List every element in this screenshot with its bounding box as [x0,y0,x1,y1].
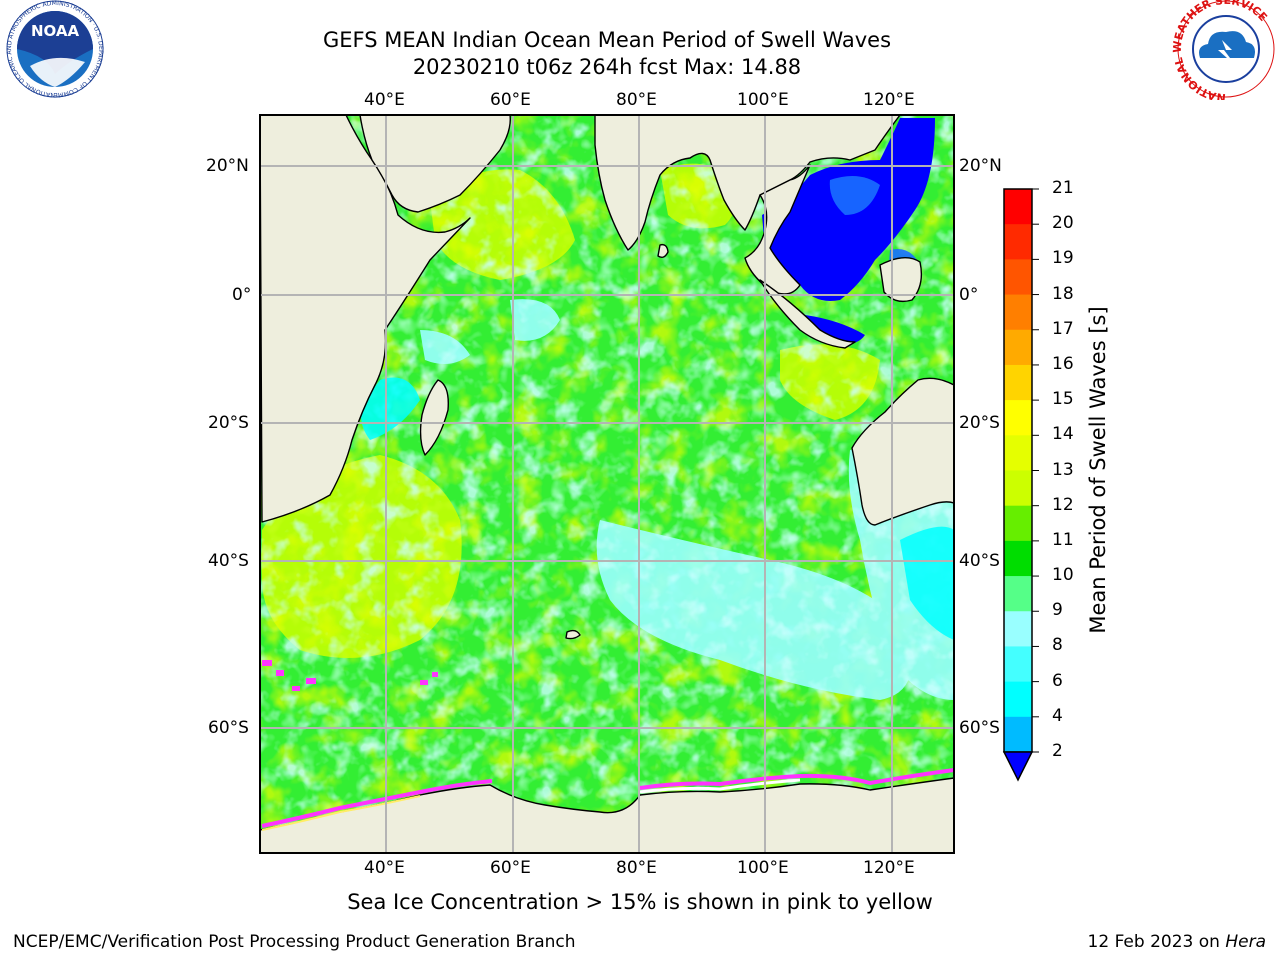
chart-title-line1: GEFS MEAN Indian Ocean Mean Period of Sw… [322,28,892,52]
colorbar-tick-label: 6 [1052,670,1063,691]
colorbar-tick-label: 4 [1052,705,1063,726]
nws-logo: NATIONAL WEATHER SERVICE [1172,0,1275,100]
lon-label-top: 40°E [364,90,405,110]
colorbar-segment [1004,505,1032,542]
lon-label-top: 120°E [863,90,915,110]
colorbar-segment [1004,364,1032,401]
lat-label-right: 0° [959,285,979,305]
colorbar-label: Mean Period of Swell Waves [s] [1086,306,1110,634]
colorbar-extend-triangle [1002,751,1034,782]
colorbar-tick-label: 8 [1052,635,1063,656]
colorbar [1004,189,1032,753]
colorbar-segment [1004,224,1032,260]
colorbar-tick-label: 21 [1052,178,1074,198]
colorbar-tick-label: 13 [1052,459,1074,480]
colorbar-tick-label: 16 [1052,353,1074,374]
chart-title-line2: 20230210 t06z 264h fcst Max: 14.88 [412,55,802,79]
lat-label-right: 20°S [959,413,1000,433]
lon-label-bottom: 120°E [863,858,915,878]
colorbar-segment [1004,294,1032,331]
colorbar-segment [1004,470,1032,507]
footer-credit: NCEP/EMC/Verification Post Processing Pr… [13,932,576,952]
land-australia [851,377,954,526]
footer-date: 12 Feb 2023 on Hera [1087,932,1266,952]
lat-label-right: 60°S [959,718,1000,738]
land-madagascar [419,379,449,456]
sea-ice-patches [262,660,438,691]
map-frame [259,114,955,854]
colorbar-ticks [1032,188,1039,753]
lat-label-left: 40°S [208,551,249,571]
colorbar-tick-label: 12 [1052,494,1074,515]
colorbar-tick-label: 20 [1052,213,1074,234]
lat-label-right: 20°N [959,156,1002,176]
lat-label-left: 60°S [208,718,249,738]
cyan-shelf-zones [361,377,954,640]
footer-machine: Hera [1225,932,1266,952]
colorbar-tick-label: 10 [1052,565,1074,586]
colorbar-tick-label: 17 [1052,318,1074,339]
gridlines [260,115,954,853]
colorbar-segment [1004,576,1032,612]
colorbar-segment [1004,259,1032,296]
land-arabia [359,115,511,213]
lon-label-top: 100°E [737,90,789,110]
colorbar-tick-label: 2 [1052,741,1063,761]
lat-label-left: 0° [232,285,252,305]
colorbar-tick-label: 18 [1052,283,1074,304]
colorbar-segment [1004,716,1032,753]
lat-label-left: 20°N [206,156,249,176]
land-borneo [879,257,923,303]
lon-label-top: 60°E [490,90,531,110]
colorbar-segment [1004,540,1032,577]
colorbar-segment [1004,611,1032,647]
colorbar-tick-label: 9 [1052,600,1063,621]
colorbar-tick-label: 15 [1052,389,1074,410]
colorbar-tick-label: 19 [1052,248,1074,269]
lon-label-top: 80°E [616,90,657,110]
land-malay [744,164,811,295]
colorbar-tick-label: 14 [1052,424,1074,445]
lon-label-bottom: 100°E [737,858,789,878]
lat-label-left: 20°S [208,413,249,433]
colorbar-segment [1004,400,1032,436]
sea-ice-note: Sea Ice Concentration > 15% is shown in … [347,890,933,914]
land-sumatra [759,279,856,349]
noaa-logo: NOAA NATIONAL OCEANIC AND ATMOSPHERIC AD… [0,0,104,98]
lon-label-bottom: 40°E [364,858,405,878]
colorbar-tick-label: 11 [1052,529,1074,550]
land-masses [260,115,954,853]
noaa-logo-text: NOAA [31,22,80,40]
colorbar-segment [1004,681,1032,718]
lat-label-right: 40°S [959,551,1000,571]
land-india [594,115,901,251]
colorbar-segment [1004,646,1032,683]
land-kerguelen [565,629,581,640]
sea-ice [261,768,954,831]
land-sri-lanka [657,243,669,259]
lon-label-bottom: 80°E [616,858,657,878]
lon-label-bottom: 60°E [490,858,531,878]
colorbar-segment [1004,329,1032,366]
colorbar-segment [1004,435,1032,471]
colorbar-segment [1004,189,1032,225]
